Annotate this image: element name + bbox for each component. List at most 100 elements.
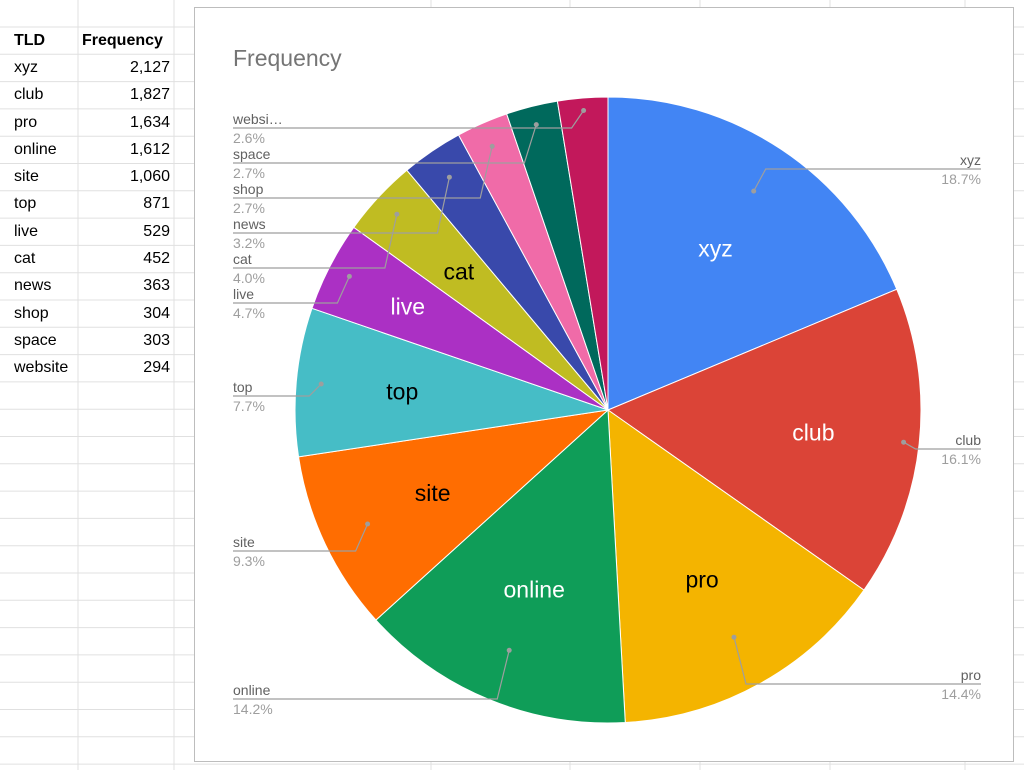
callout-dot: [751, 188, 757, 194]
slice-label-xyz: xyz: [698, 236, 733, 262]
callout-name: shop: [233, 181, 264, 197]
data-table: TLD Frequency xyz 2,127 club 1,827 pro 1,634 o…: [0, 27, 174, 382]
callout-percent: 18.7%: [941, 171, 981, 187]
table-row: live 529: [0, 218, 174, 245]
callout-percent: 16.1%: [941, 451, 981, 467]
callout-name: websi…: [232, 111, 283, 127]
cell-frequency[interactable]: 529: [143, 222, 170, 240]
slice-label-top: top: [386, 378, 418, 404]
callout-percent: 2.7%: [233, 200, 265, 216]
callout-dot: [318, 381, 324, 387]
callout-percent: 2.6%: [233, 130, 265, 146]
callout-name: pro: [961, 667, 981, 683]
pie-slices: [294, 96, 922, 724]
cell-tld[interactable]: space: [14, 331, 57, 349]
callout-live: live 4.7%: [233, 273, 352, 321]
cell-tld[interactable]: shop: [14, 304, 49, 322]
cell-frequency[interactable]: 303: [143, 331, 170, 349]
callout-dot: [533, 122, 539, 128]
pie-chart[interactable]: Frequency xyz club pro online site top live cat…: [194, 7, 1014, 762]
callout-name: space: [233, 146, 271, 162]
callout-dot: [506, 647, 512, 653]
callout-labels: xyz 18.7% club 16.1% pro 14.4% online 14.2% site…: [232, 108, 981, 717]
callout-dot: [365, 521, 371, 527]
callout-dot: [346, 273, 352, 279]
table-row: top 871: [0, 191, 174, 218]
slice-label-live: live: [391, 294, 426, 320]
pie-chart-svg: Frequency xyzclubproonlinesitetoplivecat…: [232, 45, 981, 724]
table-row: cat 452: [0, 245, 174, 272]
callout-dot: [394, 211, 400, 217]
callout-name: xyz: [960, 152, 981, 168]
callout-space: space 2.7%: [233, 122, 539, 181]
callout-dot: [901, 439, 907, 445]
cell-tld[interactable]: top: [14, 195, 37, 213]
cell-tld[interactable]: online: [14, 140, 57, 158]
cell-frequency[interactable]: 294: [143, 359, 170, 377]
callout-percent: 14.2%: [233, 701, 273, 717]
header-tld[interactable]: TLD: [14, 31, 46, 49]
chart-title: Frequency: [233, 45, 342, 71]
callout-percent: 3.2%: [233, 235, 265, 251]
callout-dot: [581, 108, 587, 113]
callout-dot: [731, 634, 737, 640]
cell-tld[interactable]: live: [14, 222, 39, 240]
cell-frequency[interactable]: 304: [143, 304, 170, 322]
cell-tld[interactable]: news: [14, 277, 52, 295]
slice-label-site: site: [415, 480, 451, 506]
pie-slice-club[interactable]: [606, 288, 922, 591]
cell-frequency[interactable]: 871: [143, 195, 170, 213]
cell-tld[interactable]: pro: [14, 113, 38, 131]
table-row: online 1,612: [0, 136, 174, 163]
cell-tld[interactable]: site: [14, 168, 39, 186]
cell-tld[interactable]: website: [14, 359, 69, 377]
table-row: club 1,827: [0, 82, 174, 109]
callout-website: websi… 2.6%: [232, 108, 587, 146]
cell-frequency[interactable]: 1,060: [129, 168, 170, 186]
callout-xyz: xyz 18.7%: [751, 152, 981, 194]
callout-cat: cat 4.0%: [233, 211, 400, 286]
cell-tld[interactable]: cat: [14, 250, 36, 268]
callout-name: site: [233, 534, 255, 550]
cell-frequency[interactable]: 1,634: [129, 113, 170, 131]
callout-percent: 4.0%: [233, 270, 265, 286]
table-header-row: TLD Frequency: [0, 27, 174, 54]
cell-frequency[interactable]: 363: [143, 277, 170, 295]
callout-name: live: [233, 286, 254, 302]
callout-dot: [489, 143, 495, 149]
callout-percent: 2.7%: [233, 165, 265, 181]
callout-percent: 4.7%: [233, 305, 265, 321]
cell-frequency[interactable]: 452: [143, 250, 170, 268]
callout-dot: [446, 174, 452, 180]
cell-frequency[interactable]: 1,827: [129, 86, 170, 104]
table-row: xyz 2,127: [0, 54, 174, 81]
table-row: shop 304: [0, 300, 174, 327]
callout-news: news 3.2%: [233, 174, 452, 251]
callout-online: online 14.2%: [233, 647, 512, 717]
callout-pro: pro 14.4%: [731, 634, 981, 702]
pie-slice-site[interactable]: [297, 409, 610, 621]
callout-percent: 9.3%: [233, 553, 265, 569]
cell-tld[interactable]: club: [14, 86, 44, 104]
pie-slice-xyz[interactable]: [607, 96, 898, 411]
callout-percent: 14.4%: [941, 686, 981, 702]
callout-name: top: [233, 379, 253, 395]
callout-name: club: [955, 432, 981, 448]
table-row: news 363: [0, 273, 174, 300]
callout-top: top 7.7%: [233, 379, 324, 414]
callout-name: cat: [233, 251, 252, 267]
pie-slice-top[interactable]: [294, 307, 609, 458]
table-row: space 303: [0, 327, 174, 354]
header-frequency[interactable]: Frequency: [82, 31, 163, 49]
table-row: website 294: [0, 355, 174, 382]
table-row: pro 1,634: [0, 109, 174, 136]
cell-tld[interactable]: xyz: [14, 58, 38, 76]
slice-label-club: club: [792, 419, 834, 445]
pie-slice-website[interactable]: [556, 96, 609, 411]
callout-name: online: [233, 682, 271, 698]
cell-frequency[interactable]: 1,612: [129, 140, 170, 158]
cell-frequency[interactable]: 2,127: [129, 58, 170, 76]
callout-site: site 9.3%: [233, 521, 371, 569]
